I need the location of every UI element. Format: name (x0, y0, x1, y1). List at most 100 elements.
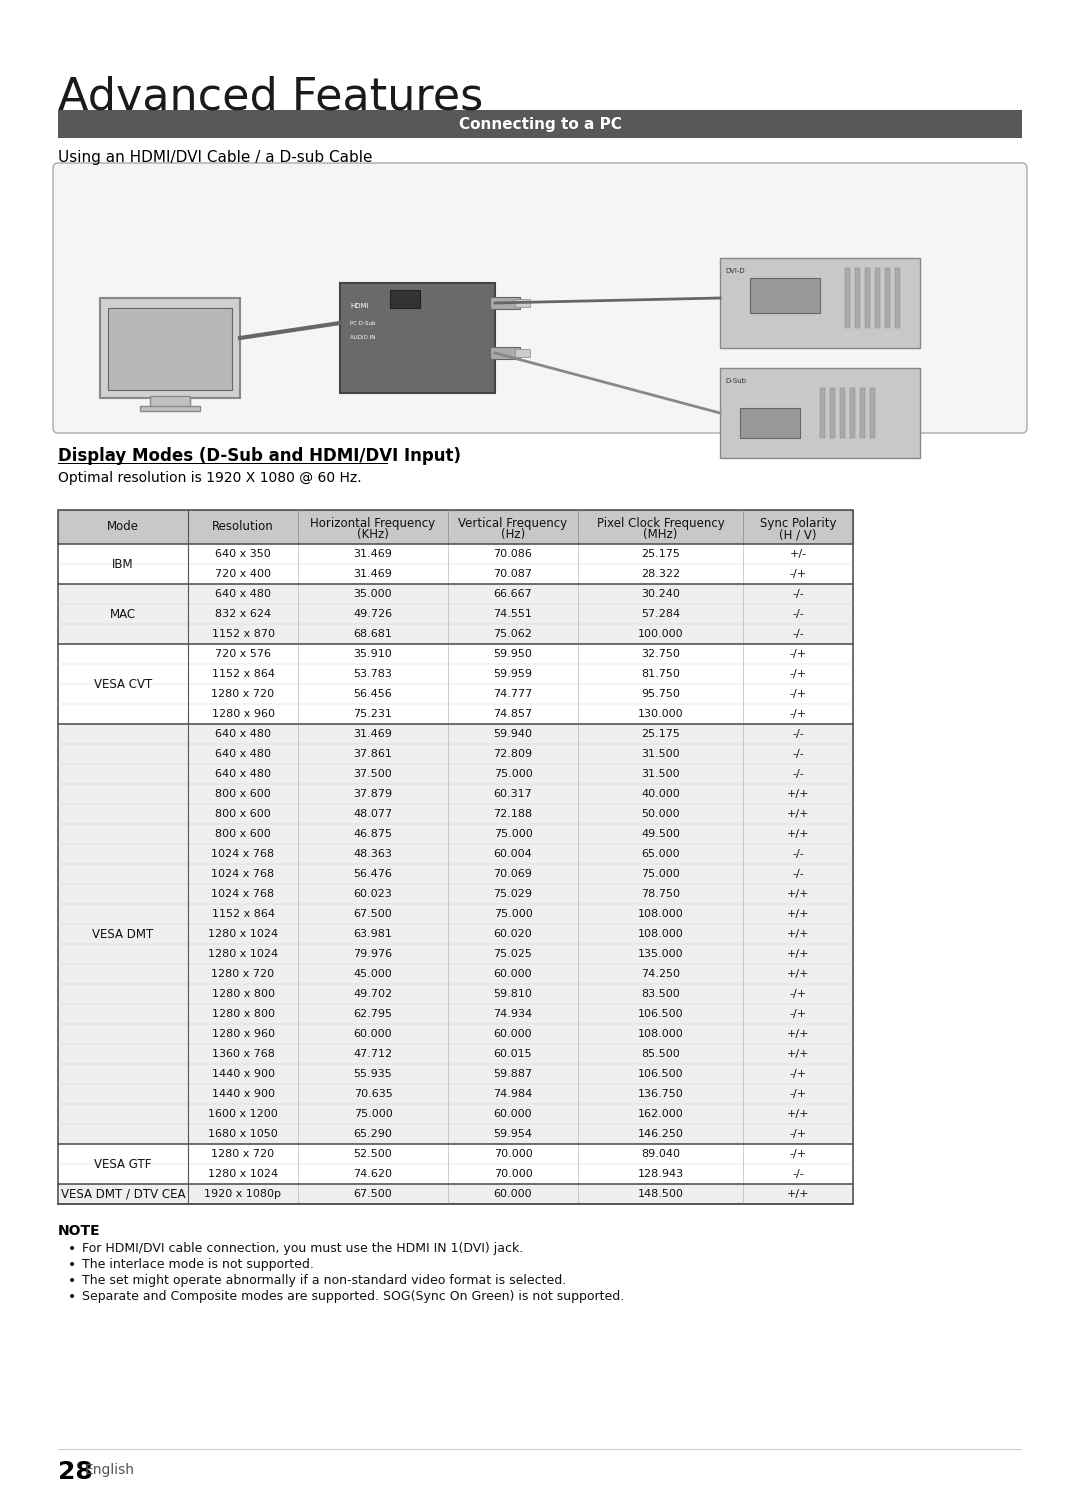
Text: VESA DMT / DTV CEA: VESA DMT / DTV CEA (60, 1188, 186, 1201)
Bar (58, 985, 853, 1004)
Text: 1152 x 870: 1152 x 870 (212, 629, 274, 639)
Bar (58, 725, 853, 744)
Text: 1024 x 768: 1024 x 768 (212, 870, 274, 878)
Text: 1360 x 768: 1360 x 768 (212, 1049, 274, 1059)
Text: 30.240: 30.240 (642, 589, 680, 599)
Bar (58, 844, 853, 864)
Bar (58, 604, 853, 624)
Text: -/-: -/- (792, 629, 804, 639)
Bar (58, 1123, 853, 1144)
Bar (895, 267, 900, 329)
Text: 106.500: 106.500 (637, 1008, 684, 1019)
Text: 67.500: 67.500 (353, 908, 392, 919)
Text: 1152 x 864: 1152 x 864 (212, 669, 274, 678)
Bar (58, 509, 853, 544)
Text: 1280 x 800: 1280 x 800 (212, 1008, 274, 1019)
Text: 74.551: 74.551 (494, 610, 532, 619)
Text: +/+: +/+ (786, 889, 809, 899)
Text: 640 x 480: 640 x 480 (215, 748, 271, 759)
Text: AUDIO IN: AUDIO IN (350, 335, 376, 341)
Bar (831, 388, 835, 438)
Text: (KHz): (KHz) (357, 527, 389, 541)
Bar (860, 388, 865, 438)
Bar (340, 282, 495, 393)
Bar (58, 784, 853, 804)
Text: 85.500: 85.500 (642, 1049, 680, 1059)
Text: 31.500: 31.500 (642, 748, 679, 759)
Text: 72.809: 72.809 (494, 748, 532, 759)
Text: English: English (85, 1463, 135, 1478)
Text: 62.795: 62.795 (353, 1008, 392, 1019)
Bar (750, 278, 820, 314)
Bar (58, 825, 853, 844)
Text: Horizontal Frequency: Horizontal Frequency (310, 517, 435, 530)
Text: 81.750: 81.750 (642, 669, 680, 678)
Text: 108.000: 108.000 (637, 929, 684, 940)
Text: -/-: -/- (792, 849, 804, 859)
Bar (58, 804, 853, 825)
Text: 59.959: 59.959 (494, 669, 532, 678)
Text: 1024 x 768: 1024 x 768 (212, 849, 274, 859)
Text: 31.469: 31.469 (353, 729, 392, 740)
Text: -/-: -/- (792, 748, 804, 759)
Bar (820, 388, 825, 438)
Text: -/+: -/+ (789, 1008, 807, 1019)
Text: 48.363: 48.363 (353, 849, 392, 859)
Bar (58, 663, 853, 684)
Text: 70.069: 70.069 (494, 870, 532, 878)
Text: 40.000: 40.000 (642, 789, 680, 799)
Text: -/-: -/- (792, 610, 804, 619)
Text: •: • (68, 1242, 77, 1256)
Bar (58, 565, 853, 584)
Bar (58, 624, 853, 644)
Text: -/+: -/+ (789, 669, 807, 678)
Text: VESA DMT: VESA DMT (93, 928, 153, 941)
Text: 1024 x 768: 1024 x 768 (212, 889, 274, 899)
Text: 49.702: 49.702 (353, 989, 392, 999)
Text: 640 x 480: 640 x 480 (215, 769, 271, 778)
FancyBboxPatch shape (53, 163, 1027, 433)
Bar (855, 267, 860, 329)
Text: 25.175: 25.175 (642, 548, 680, 559)
Bar (58, 1164, 853, 1185)
Text: +/+: +/+ (786, 1189, 809, 1200)
Bar (515, 350, 530, 357)
Bar (58, 584, 853, 604)
Bar (740, 408, 800, 438)
Bar (58, 904, 853, 923)
Text: 800 x 600: 800 x 600 (215, 808, 271, 819)
Text: 74.984: 74.984 (494, 1089, 532, 1100)
Text: 75.062: 75.062 (494, 629, 532, 639)
Text: 59.950: 59.950 (494, 648, 532, 659)
Text: 50.000: 50.000 (642, 808, 679, 819)
Bar (58, 884, 853, 904)
Text: Display Modes (D-Sub and HDMI/DVI Input): Display Modes (D-Sub and HDMI/DVI Input) (58, 447, 461, 465)
Text: PC D-Sub: PC D-Sub (350, 321, 376, 326)
Text: 1280 x 720: 1280 x 720 (212, 1149, 274, 1159)
Bar (58, 509, 853, 544)
Bar (58, 1104, 853, 1123)
Bar (490, 347, 519, 359)
Text: +/+: +/+ (786, 970, 809, 979)
Bar (58, 944, 853, 964)
Text: -/-: -/- (792, 1168, 804, 1179)
Text: •: • (68, 1289, 77, 1304)
Text: 83.500: 83.500 (642, 989, 680, 999)
Text: 108.000: 108.000 (637, 1029, 684, 1038)
Text: 53.783: 53.783 (353, 669, 392, 678)
Text: 31.469: 31.469 (353, 548, 392, 559)
Text: +/+: +/+ (786, 929, 809, 940)
Text: 130.000: 130.000 (637, 710, 684, 719)
Bar (850, 388, 855, 438)
Text: -/+: -/+ (789, 1089, 807, 1100)
Text: -/-: -/- (792, 870, 804, 878)
Text: 37.879: 37.879 (353, 789, 392, 799)
Text: 66.667: 66.667 (494, 589, 532, 599)
Bar (58, 1185, 853, 1204)
Bar (150, 396, 190, 408)
Text: 60.023: 60.023 (353, 889, 392, 899)
Text: 1280 x 720: 1280 x 720 (212, 689, 274, 699)
Text: 1152 x 864: 1152 x 864 (212, 908, 274, 919)
Text: 75.000: 75.000 (353, 1109, 392, 1119)
Text: -/+: -/+ (789, 989, 807, 999)
